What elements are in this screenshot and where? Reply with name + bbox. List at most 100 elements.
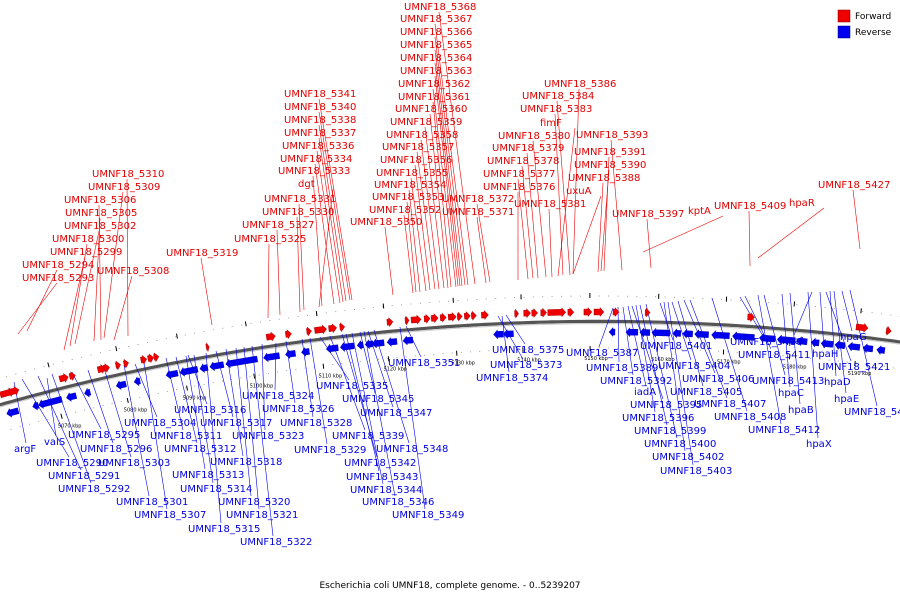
- forward-gene-arrow[interactable]: [514, 308, 519, 319]
- reverse-gene-arrow[interactable]: [608, 326, 616, 338]
- reverse-gene-arrow[interactable]: [834, 340, 846, 351]
- forward-gene-arrow[interactable]: [339, 322, 346, 333]
- forward-gene-arrow[interactable]: [386, 317, 394, 328]
- reverse-gene-arrow[interactable]: [682, 328, 693, 339]
- reverse-gene-arrow[interactable]: [862, 343, 874, 354]
- forward-gene-arrow[interactable]: [68, 371, 76, 382]
- forward-gene-arrow[interactable]: [747, 312, 755, 323]
- forward-gene-arrow[interactable]: [481, 309, 489, 321]
- forward-gene-arrow[interactable]: [531, 307, 538, 319]
- forward-leader-line: [532, 140, 547, 278]
- forward-gene-arrow[interactable]: [314, 324, 327, 335]
- forward-gene-arrow[interactable]: [153, 352, 160, 363]
- forward-gene-label: UMNF18_5409: [714, 201, 786, 212]
- reverse-gene-label: UMNF18_5326: [262, 404, 334, 415]
- forward-gene-arrow[interactable]: [423, 313, 431, 324]
- forward-leader-line: [318, 98, 353, 301]
- forward-gene-arrow[interactable]: [644, 307, 651, 318]
- reverse-gene-arrow[interactable]: [32, 400, 40, 411]
- reverse-gene-arrow[interactable]: [38, 396, 63, 409]
- reverse-gene-arrow[interactable]: [371, 338, 385, 349]
- forward-gene-arrow[interactable]: [58, 373, 69, 383]
- reverse-gene-arrow[interactable]: [672, 328, 682, 339]
- forward-gene-arrow[interactable]: [404, 315, 410, 326]
- reverse-gene-arrow[interactable]: [876, 345, 886, 356]
- forward-gene-arrow[interactable]: [470, 310, 477, 321]
- reverse-gene-arrow[interactable]: [209, 361, 225, 372]
- reverse-gene-arrow[interactable]: [364, 339, 374, 350]
- forward-gene-arrow[interactable]: [593, 306, 605, 318]
- reverse-gene-arrow[interactable]: [179, 366, 199, 377]
- tick-label: 5100 kbp: [250, 384, 274, 390]
- forward-gene-arrow[interactable]: [284, 329, 292, 340]
- forward-gene-arrow[interactable]: [885, 325, 892, 336]
- forward-gene-arrow[interactable]: [439, 312, 447, 323]
- forward-gene-arrow[interactable]: [205, 342, 210, 352]
- forward-gene-arrow[interactable]: [540, 307, 547, 318]
- forward-gene-arrow[interactable]: [463, 311, 471, 322]
- reverse-gene-arrow[interactable]: [711, 330, 730, 341]
- forward-gene-arrow[interactable]: [306, 326, 312, 337]
- forward-gene-arrow[interactable]: [147, 353, 155, 364]
- reverse-gene-arrow[interactable]: [776, 334, 796, 345]
- forward-leader-line: [554, 113, 564, 276]
- reverse-gene-arrow[interactable]: [285, 349, 297, 360]
- reverse-gene-arrow[interactable]: [6, 407, 20, 418]
- forward-gene-arrow[interactable]: [547, 307, 567, 318]
- forward-gene-arrow[interactable]: [567, 307, 575, 318]
- reverse-gene-arrow[interactable]: [820, 338, 834, 349]
- gene-arrow-layer[interactable]: [0, 306, 892, 418]
- reverse-gene-arrow[interactable]: [810, 337, 820, 348]
- reverse-gene-arrow[interactable]: [625, 327, 639, 338]
- forward-gene-arrow[interactable]: [583, 306, 593, 317]
- forward-gene-arrow[interactable]: [430, 313, 439, 324]
- reverse-gene-arrow[interactable]: [326, 343, 339, 354]
- reverse-gene-arrow[interactable]: [301, 346, 310, 357]
- reverse-gene-arrow[interactable]: [386, 336, 398, 348]
- forward-gene-arrow[interactable]: [102, 363, 110, 373]
- forward-leader-line: [434, 62, 461, 287]
- reverse-gene-arrow[interactable]: [759, 333, 776, 344]
- reverse-gene-arrow[interactable]: [796, 336, 808, 347]
- forward-leader-line: [434, 49, 463, 287]
- forward-gene-arrow[interactable]: [122, 358, 129, 369]
- reverse-gene-label: UMNF18_5311: [150, 431, 222, 442]
- reverse-gene-arrow[interactable]: [66, 392, 78, 402]
- forward-gene-arrow[interactable]: [8, 386, 20, 396]
- forward-gene-arrow[interactable]: [114, 360, 121, 371]
- major-tick: [382, 303, 385, 309]
- reverse-gene-arrow[interactable]: [651, 327, 671, 338]
- reverse-gene-label: UMNF18_5320: [218, 497, 290, 508]
- reverse-gene-arrow[interactable]: [199, 363, 209, 374]
- forward-gene-arrow[interactable]: [328, 323, 337, 334]
- reverse-gene-arrow[interactable]: [115, 380, 127, 391]
- reverse-gene-arrow[interactable]: [165, 369, 179, 380]
- reverse-gene-arrow[interactable]: [503, 328, 514, 339]
- reverse-gene-arrow[interactable]: [263, 352, 281, 363]
- reverse-gene-arrow[interactable]: [639, 327, 651, 338]
- forward-gene-arrow[interactable]: [447, 311, 457, 322]
- forward-gene-arrow[interactable]: [265, 331, 276, 342]
- reverse-gene-arrow[interactable]: [732, 331, 755, 342]
- forward-gene-arrow[interactable]: [612, 307, 620, 318]
- tick-label: 5150 kbp: [584, 356, 608, 362]
- forward-gene-label: UMNF18_5379: [492, 143, 564, 154]
- reverse-gene-arrow[interactable]: [493, 329, 504, 340]
- forward-gene-arrow[interactable]: [410, 314, 422, 325]
- reverse-gene-arrow[interactable]: [356, 340, 364, 351]
- reverse-gene-arrow[interactable]: [402, 335, 414, 346]
- forward-gene-label: UMNF18_5427: [818, 180, 890, 191]
- reverse-gene-arrow[interactable]: [225, 355, 259, 369]
- reverse-gene-arrow[interactable]: [847, 341, 861, 352]
- forward-leader-line: [414, 164, 431, 291]
- reverse-gene-arrow[interactable]: [339, 341, 355, 353]
- reverse-leader-line: [663, 301, 686, 452]
- forward-gene-arrow[interactable]: [855, 322, 869, 333]
- forward-gene-arrow[interactable]: [456, 311, 463, 322]
- reverse-gene-arrow[interactable]: [694, 329, 709, 340]
- reverse-gene-arrow[interactable]: [133, 376, 141, 387]
- forward-gene-arrow[interactable]: [523, 308, 531, 319]
- major-tick: [115, 346, 118, 352]
- forward-gene-arrow[interactable]: [140, 354, 148, 365]
- reverse-gene-arrow[interactable]: [84, 387, 92, 398]
